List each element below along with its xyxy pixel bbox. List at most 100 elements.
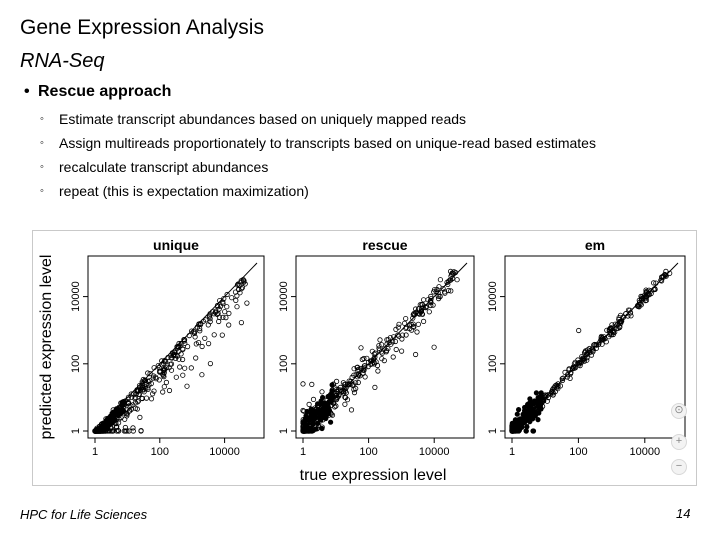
data-point (244, 300, 250, 306)
data-point (447, 277, 453, 283)
x-tick-label: 1 (92, 446, 98, 458)
data-point (435, 296, 442, 302)
data-point (217, 298, 223, 304)
data-point (300, 381, 306, 387)
data-point (151, 388, 157, 394)
data-point (348, 407, 355, 413)
data-point (609, 328, 615, 334)
data-point (185, 344, 191, 350)
data-point (515, 407, 522, 413)
y-tick-label: 100 (70, 355, 82, 373)
data-point (132, 405, 139, 411)
data-point (392, 338, 398, 345)
data-point (141, 389, 147, 395)
data-point (207, 361, 213, 367)
data-point (583, 352, 590, 358)
data-point (333, 378, 340, 384)
data-point (177, 364, 183, 370)
data-point (237, 290, 243, 296)
data-point (440, 285, 446, 292)
data-point (143, 395, 150, 401)
data-point (401, 320, 408, 326)
data-point (524, 424, 530, 430)
data-point (168, 367, 175, 373)
data-point (122, 424, 129, 431)
data-point (393, 346, 399, 353)
data-point (399, 336, 405, 342)
data-point (343, 385, 349, 391)
data-point (575, 360, 581, 366)
sub-bullet-item: ◦ repeat (this is expectation maximizatio… (40, 182, 640, 200)
data-point (317, 417, 324, 423)
page-number: 14 (676, 506, 691, 521)
data-point (658, 277, 664, 283)
sub-bullet-item: ◦ recalculate transcript abundances (40, 158, 640, 176)
data-point (375, 368, 381, 374)
data-point (222, 309, 228, 315)
panel-title: em (585, 237, 605, 253)
data-point (168, 361, 175, 367)
data-point (358, 345, 364, 351)
data-point (121, 428, 128, 434)
data-point (378, 342, 385, 348)
data-point (229, 295, 235, 301)
data-point (310, 396, 317, 402)
data-point (620, 314, 627, 320)
x-tick-label: 1 (509, 446, 515, 458)
data-point (211, 311, 217, 317)
data-point (329, 382, 335, 388)
data-point (148, 396, 155, 402)
data-point (357, 373, 363, 379)
data-point (130, 428, 136, 434)
data-point (199, 343, 205, 350)
data-point (100, 424, 106, 430)
data-point (568, 369, 574, 376)
data-point (604, 327, 610, 333)
data-point (576, 327, 582, 334)
plot-box (295, 255, 475, 439)
data-point (628, 313, 634, 319)
data-point (524, 401, 531, 408)
data-point (238, 320, 244, 326)
data-point (136, 398, 142, 404)
data-point (567, 375, 573, 381)
data-point (329, 388, 335, 394)
data-point (395, 332, 401, 338)
data-point (403, 332, 409, 338)
data-point (517, 423, 523, 429)
data-point (512, 428, 518, 434)
data-point (127, 408, 133, 414)
recenter-icon[interactable]: ⊙ (671, 403, 687, 419)
data-point (386, 339, 392, 346)
data-point (545, 392, 551, 398)
data-point (219, 332, 225, 338)
data-point (145, 385, 151, 391)
data-point (638, 293, 644, 299)
reference-line (511, 262, 679, 432)
data-point (132, 396, 138, 402)
zoom-in-button[interactable]: + (671, 434, 687, 450)
x-tick-label: 100 (359, 446, 377, 458)
data-point (333, 403, 339, 409)
data-point (306, 401, 312, 407)
data-point (130, 425, 136, 431)
data-point (146, 382, 152, 388)
data-point (153, 376, 159, 382)
zoom-out-button[interactable]: − (671, 459, 687, 475)
data-point (193, 355, 199, 361)
sub-bullet-text: recalculate transcript abundances (59, 159, 269, 175)
sub-bullet-list: ◦ Estimate transcript abundances based on… (40, 110, 640, 206)
data-point (174, 353, 180, 359)
figure-frame: unique 1 1 100 100 10000 10000 rescue 1 1 100 100 10… (32, 230, 697, 486)
data-point (150, 375, 156, 381)
data-point (196, 340, 202, 346)
data-point (430, 302, 436, 308)
data-point (142, 377, 148, 383)
data-point (521, 404, 528, 411)
data-point (302, 416, 308, 422)
data-point (223, 315, 229, 321)
data-point (241, 279, 247, 285)
data-point (388, 341, 394, 347)
data-point (126, 403, 132, 409)
data-point (131, 391, 137, 397)
